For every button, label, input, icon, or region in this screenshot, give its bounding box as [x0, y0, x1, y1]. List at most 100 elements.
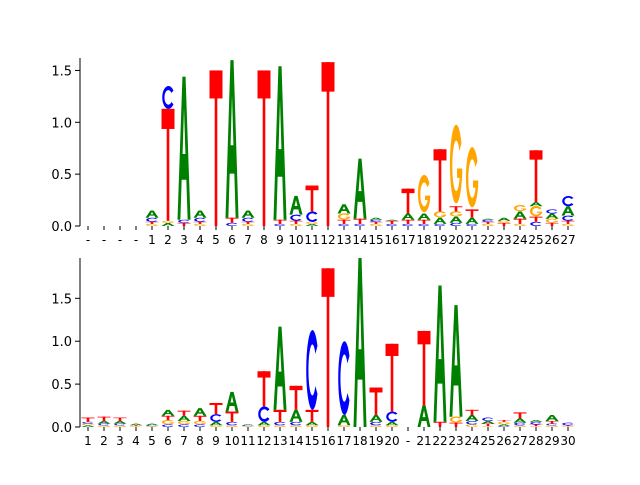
logo-letter-c	[306, 211, 317, 221]
logo-column	[162, 410, 175, 427]
logo-letter-a	[114, 421, 127, 424]
logo-column	[306, 186, 319, 226]
x-tick-label: 20	[384, 434, 399, 448]
logo-column	[114, 418, 127, 427]
logo-letter-t	[434, 422, 447, 427]
logo-column	[178, 411, 191, 427]
logo-letter-a	[306, 224, 319, 226]
x-tick-label: 27	[560, 233, 575, 247]
logo-letter-a	[178, 416, 191, 421]
logo-letter-t	[498, 223, 511, 226]
logo-letter-c	[546, 209, 557, 213]
logo-letter-c	[386, 224, 397, 226]
logo-column	[546, 209, 559, 226]
x-tick-label: 1	[84, 434, 92, 448]
logo-letter-g	[194, 421, 206, 424]
logo-letter-t	[482, 424, 495, 427]
logo-column	[418, 331, 431, 427]
logo-column	[338, 341, 351, 427]
logo-letter-t	[258, 371, 271, 406]
logo-letter-c	[386, 412, 397, 422]
logo-letter-t	[130, 425, 143, 426]
logo-letter-t	[178, 223, 191, 226]
logo-column	[466, 410, 479, 427]
logo-letter-a	[498, 424, 511, 426]
logo-column	[322, 62, 335, 226]
x-tick-label: 21	[464, 233, 479, 247]
logo-letter-g	[338, 425, 350, 427]
logo-letter-c	[226, 422, 237, 425]
y-tick-label: 0.0	[51, 220, 72, 235]
logo-letter-t	[386, 344, 399, 412]
logo-column	[226, 60, 239, 226]
logo-letter-t	[450, 423, 463, 427]
logo-column	[322, 268, 335, 427]
x-tick-label: 11	[240, 434, 255, 448]
logo-column	[338, 204, 351, 226]
logo-letter-c	[498, 426, 509, 427]
logo-letter-g	[482, 426, 494, 427]
logo-letter-c	[482, 220, 493, 222]
logo-letter-g	[162, 420, 174, 424]
logo-letter-c	[258, 406, 269, 421]
logo-letter-a	[498, 218, 511, 221]
logo-letter-c	[178, 424, 189, 427]
logo-letter-t	[210, 70, 223, 226]
logo-letter-a	[482, 421, 495, 424]
x-tick-label: 26	[544, 233, 559, 247]
logo-letter-c	[242, 218, 253, 222]
logo-column	[274, 327, 287, 427]
logo-letter-t	[530, 217, 543, 222]
x-tick-label: 24	[512, 233, 527, 247]
logo-letter-c	[530, 222, 541, 226]
logo-letter-c	[290, 422, 301, 425]
logo-letter-t	[226, 218, 239, 223]
logo-column	[258, 371, 271, 427]
logo-letter-a	[370, 218, 383, 220]
logo-letter-c	[482, 418, 493, 421]
logo-letter-g	[482, 224, 494, 226]
x-tick-label: 26	[496, 434, 511, 448]
logo-column	[546, 415, 559, 427]
logo-letter-t	[274, 410, 287, 422]
logo-letter-a	[418, 214, 431, 220]
logo-letter-a	[338, 204, 351, 213]
logo-letter-a	[466, 218, 479, 224]
x-tick-label: 16	[320, 434, 335, 448]
x-tick-label: 25	[480, 434, 495, 448]
logo-letter-c	[242, 425, 253, 426]
logo-letter-t	[290, 221, 303, 224]
logo-letter-c	[114, 424, 125, 426]
x-tick-label: 9	[276, 233, 284, 247]
logo-letter-t	[434, 149, 447, 211]
logo-letter-t	[322, 62, 335, 226]
logo-letter-c	[162, 86, 173, 109]
x-tick-label: 10	[224, 434, 239, 448]
logo-column	[562, 423, 575, 427]
logo-column	[162, 86, 175, 226]
x-tick-label: 15	[304, 434, 319, 448]
x-tick-label: 6	[228, 233, 236, 247]
logo-letter-c	[194, 424, 205, 427]
logo-letter-a	[146, 210, 159, 217]
logo-letter-t	[274, 220, 287, 224]
logo-column	[242, 424, 255, 427]
logo-letter-t	[162, 109, 175, 221]
logo-letter-t	[514, 219, 527, 224]
logo-letter-g	[450, 416, 462, 422]
x-tick-label: 7	[244, 233, 252, 247]
logo-letter-c	[210, 414, 221, 422]
x-tick-label: -	[102, 233, 106, 247]
logo-letter-t	[258, 70, 271, 226]
x-tick-label: 20	[448, 233, 463, 247]
logo-letter-t	[450, 206, 463, 211]
logo-letter-a	[242, 210, 255, 217]
logo-letter-a	[434, 285, 447, 421]
logo-letter-a	[450, 305, 463, 417]
logo-letter-a	[402, 214, 415, 220]
logo-letter-a	[386, 422, 399, 425]
y-tick-label: 1.0	[51, 116, 72, 131]
logo-column	[418, 175, 431, 226]
y-tick-label: 1.0	[51, 335, 72, 350]
